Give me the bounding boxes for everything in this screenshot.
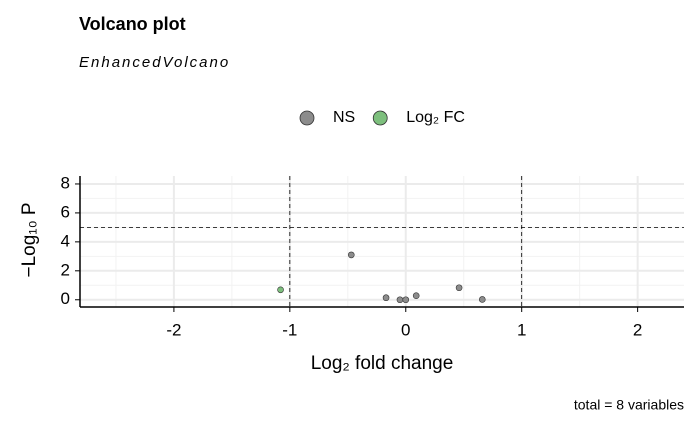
x-tick-label: -1 — [282, 320, 297, 339]
point — [382, 294, 390, 302]
x-tick-label: 0 — [401, 320, 410, 339]
y-tick-label: 0 — [61, 289, 70, 308]
x-tick-label: 1 — [517, 320, 526, 339]
caption: total = 8 variables — [574, 397, 684, 413]
y-axis-label: −Log₁₀ P — [19, 202, 40, 277]
y-tick-label: 6 — [61, 202, 70, 221]
y-tick-label: 2 — [61, 260, 70, 279]
y-tick-label: 4 — [61, 231, 70, 250]
chart-title: Volcano plot — [79, 14, 186, 34]
point — [396, 296, 404, 304]
chart-subtitle: EnhancedVolcano — [79, 54, 230, 71]
legend-marker — [299, 110, 315, 126]
point — [455, 284, 463, 292]
legend-marker — [372, 110, 388, 126]
point — [478, 296, 486, 303]
point — [402, 296, 410, 304]
x-tick-label: -2 — [166, 320, 181, 339]
x-tick-label: 2 — [633, 320, 642, 339]
point — [347, 251, 355, 259]
x-axis-label: Log₂ fold change — [311, 353, 454, 374]
legend-label: Log₂ FC — [406, 109, 465, 126]
point — [412, 292, 420, 300]
y-tick-label: 8 — [61, 173, 70, 192]
legend-label: NS — [333, 109, 355, 126]
point — [277, 286, 284, 294]
